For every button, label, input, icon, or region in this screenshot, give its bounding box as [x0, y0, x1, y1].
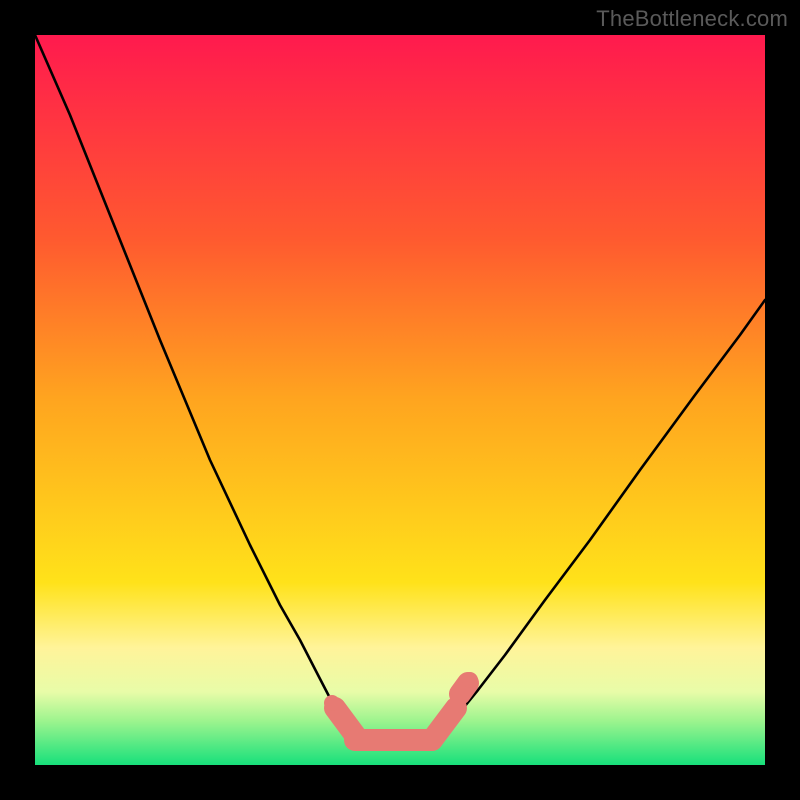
curve-left: [35, 35, 350, 727]
watermark-label: TheBottleneck.com: [596, 6, 788, 32]
valley-marker-dot-0: [324, 695, 340, 711]
curve-right: [445, 300, 765, 727]
curves-svg: [0, 0, 800, 800]
valley-marker-seg-2: [432, 708, 456, 740]
chart-frame: TheBottleneck.com: [0, 0, 800, 800]
valley-marker-dot-1: [462, 672, 478, 688]
